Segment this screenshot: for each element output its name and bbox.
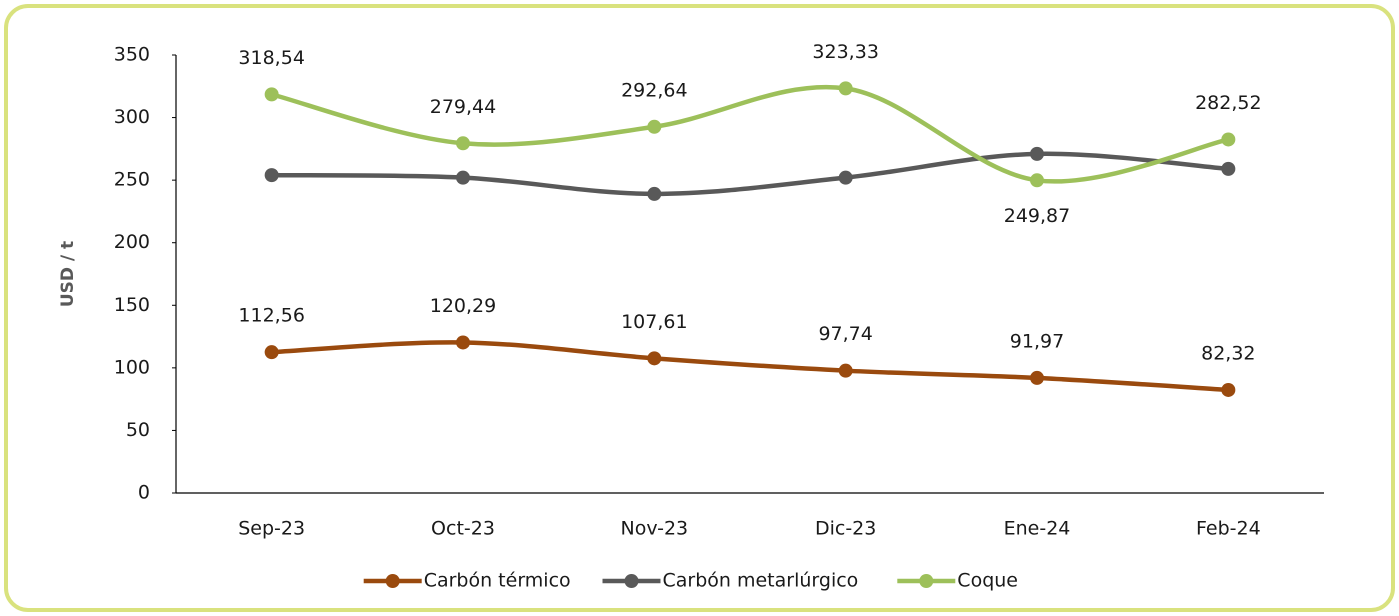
x-tick-label: Ene-24 bbox=[1004, 518, 1071, 540]
y-tick-label: 300 bbox=[114, 106, 150, 128]
x-tick-label: Oct-23 bbox=[431, 518, 495, 540]
marker bbox=[1221, 161, 1236, 176]
data-label: 120,29 bbox=[430, 295, 496, 317]
x-tick-label: Nov-23 bbox=[621, 518, 689, 540]
legend-label: Coque bbox=[957, 570, 1018, 592]
data-label: 112,56 bbox=[238, 305, 304, 327]
data-label: 292,64 bbox=[621, 79, 687, 101]
line bbox=[269, 151, 1231, 197]
data-label: 91,97 bbox=[1010, 330, 1064, 352]
marker bbox=[1221, 132, 1236, 147]
line bbox=[269, 84, 1231, 184]
chart-frame bbox=[4, 4, 1395, 612]
marker bbox=[1030, 146, 1044, 161]
legend-label: Carbón térmico bbox=[424, 570, 571, 592]
y-axis-label: USD / t bbox=[58, 241, 78, 307]
x-tick-label: Sep-23 bbox=[238, 518, 305, 540]
marker bbox=[264, 168, 279, 183]
marker bbox=[456, 136, 470, 151]
data-label: 318,54 bbox=[238, 47, 304, 69]
marker bbox=[456, 170, 470, 185]
marker bbox=[456, 335, 470, 350]
line bbox=[269, 340, 1231, 393]
y-tick-label: 50 bbox=[126, 419, 150, 441]
marker bbox=[838, 81, 853, 96]
x-tick-label: Feb-24 bbox=[1196, 518, 1261, 540]
legend-marker bbox=[385, 574, 400, 588]
y-tick-label: 100 bbox=[114, 356, 150, 378]
data-label: 323,33 bbox=[812, 41, 878, 63]
marker bbox=[1030, 370, 1044, 385]
marker bbox=[647, 119, 662, 134]
data-label: 97,74 bbox=[818, 323, 872, 345]
marker bbox=[1221, 382, 1236, 397]
data-label: 82,32 bbox=[1201, 342, 1255, 364]
legend-label: Carbón metarlúrgico bbox=[663, 570, 859, 592]
y-tick-label: 200 bbox=[114, 231, 150, 253]
data-label: 282,52 bbox=[1195, 92, 1261, 114]
marker bbox=[264, 345, 279, 360]
data-label: 107,61 bbox=[621, 311, 687, 333]
y-tick-label: 150 bbox=[114, 294, 150, 316]
data-label: 279,44 bbox=[430, 96, 496, 118]
marker bbox=[264, 87, 279, 102]
marker bbox=[647, 351, 662, 366]
data-label: 249,87 bbox=[1004, 205, 1070, 227]
marker bbox=[647, 186, 662, 201]
marker bbox=[838, 170, 853, 185]
y-tick-label: 350 bbox=[114, 44, 150, 66]
marker bbox=[838, 363, 853, 378]
y-tick-label: 250 bbox=[114, 169, 150, 191]
legend-marker bbox=[624, 574, 639, 588]
y-tick-label: 0 bbox=[138, 482, 150, 504]
marker bbox=[1030, 173, 1044, 188]
legend-marker bbox=[919, 574, 934, 588]
x-tick-label: Dic-23 bbox=[815, 518, 876, 540]
